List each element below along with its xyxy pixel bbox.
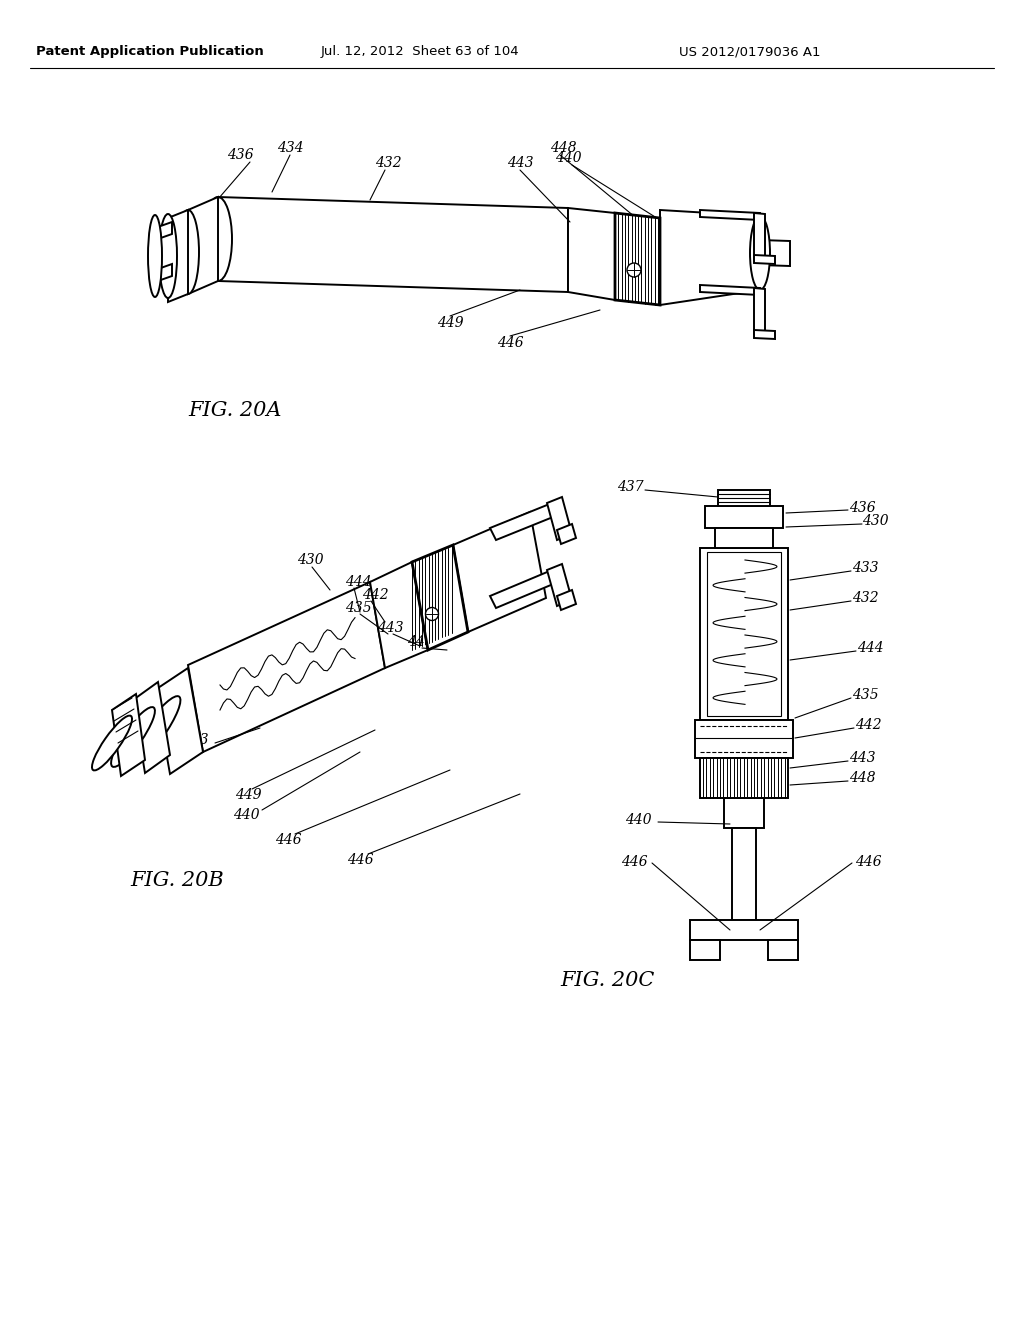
Text: 446: 446 [274,833,301,847]
Polygon shape [557,590,575,610]
Text: FIG. 20B: FIG. 20B [130,870,224,890]
Polygon shape [705,506,783,528]
Polygon shape [188,197,218,294]
Text: 443: 443 [849,751,876,766]
Ellipse shape [130,696,180,766]
Polygon shape [168,210,188,302]
Polygon shape [700,548,788,719]
Ellipse shape [750,216,770,290]
Polygon shape [724,799,764,828]
Text: 446: 446 [347,853,374,867]
Text: 430: 430 [297,553,324,568]
Polygon shape [715,528,773,548]
Polygon shape [490,503,558,540]
Ellipse shape [426,607,438,620]
Text: 443: 443 [377,620,403,635]
Polygon shape [218,197,568,292]
Text: 442: 442 [855,718,882,733]
Polygon shape [547,564,572,606]
Polygon shape [760,240,790,267]
Text: 437: 437 [616,480,643,494]
Text: 436: 436 [226,148,253,162]
Ellipse shape [92,715,132,771]
Polygon shape [557,524,575,544]
Text: 440: 440 [555,150,582,165]
Polygon shape [732,828,756,920]
Polygon shape [412,545,468,649]
Text: 444: 444 [857,642,884,655]
Polygon shape [700,285,760,294]
Polygon shape [155,222,172,240]
Text: 446: 446 [497,337,523,350]
Text: FIG. 20C: FIG. 20C [560,970,654,990]
Text: 433: 433 [181,733,208,747]
Text: US 2012/0179036 A1: US 2012/0179036 A1 [679,45,821,58]
Polygon shape [155,668,203,774]
Text: 446: 446 [855,855,882,869]
Polygon shape [547,498,572,540]
Text: 435: 435 [345,601,372,615]
Polygon shape [754,288,765,335]
Polygon shape [188,582,385,752]
Polygon shape [568,209,615,300]
Text: 435: 435 [852,688,879,702]
Text: FIG. 20A: FIG. 20A [188,400,282,420]
Text: 448: 448 [407,635,433,649]
Polygon shape [695,719,793,758]
Text: 432: 432 [852,591,879,605]
Polygon shape [700,758,788,799]
Polygon shape [155,264,172,282]
Polygon shape [690,920,798,940]
Ellipse shape [177,210,199,294]
Ellipse shape [111,708,155,767]
Polygon shape [754,213,765,260]
Text: Patent Application Publication: Patent Application Publication [36,45,264,58]
Text: 443: 443 [507,156,534,170]
Text: 434: 434 [276,141,303,154]
Ellipse shape [148,215,162,297]
Text: 433: 433 [852,561,879,576]
Polygon shape [718,490,770,506]
Text: 442: 442 [361,587,388,602]
Polygon shape [490,570,558,609]
Text: 446: 446 [621,855,647,869]
Text: 448: 448 [550,141,577,154]
Polygon shape [690,940,720,960]
Text: 449: 449 [436,315,463,330]
Text: 440: 440 [232,808,259,822]
Text: 448: 448 [849,771,876,785]
Text: 449: 449 [234,788,261,803]
Polygon shape [453,512,546,632]
Polygon shape [615,213,660,305]
Text: Jul. 12, 2012  Sheet 63 of 104: Jul. 12, 2012 Sheet 63 of 104 [321,45,519,58]
Polygon shape [370,562,428,668]
Ellipse shape [627,263,641,277]
Text: 436: 436 [849,502,876,515]
Polygon shape [754,255,775,264]
Text: 430: 430 [861,513,888,528]
Ellipse shape [159,214,177,298]
Text: 444: 444 [345,576,372,589]
Text: 440: 440 [625,813,651,828]
Polygon shape [660,210,760,305]
Polygon shape [112,694,145,776]
Polygon shape [700,210,760,220]
Ellipse shape [204,197,232,281]
Text: 432: 432 [375,156,401,170]
Polygon shape [754,330,775,339]
Polygon shape [768,940,798,960]
Polygon shape [133,682,170,774]
